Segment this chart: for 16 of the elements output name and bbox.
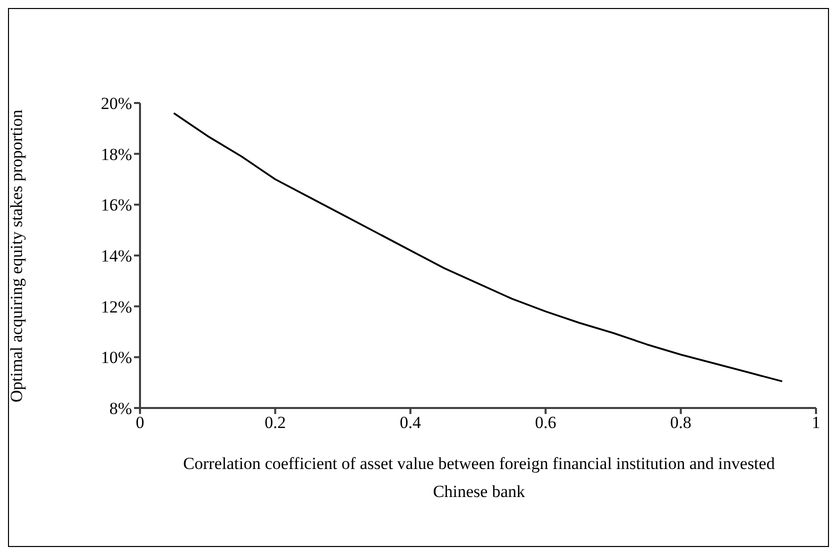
x-tick-label: 1 [812,413,820,432]
y-tick-label: 14% [100,246,132,266]
y-tick-label: 10% [100,348,132,368]
x-tick-label: 0.2 [264,413,286,432]
y-tick-label: 16% [100,196,132,215]
y-tick-label: 18% [100,144,132,164]
x-axis-title: Correlation coefficient of asset value between foreign financial institution and invested Chinese bank [182,453,776,503]
y-tick-label: 8% [109,399,132,418]
y-tick-label: 20% [100,94,132,114]
x-tick-label: 0.6 [534,413,556,432]
line-series [172,112,784,382]
y-tick-label: 12% [100,297,132,316]
y-axis-title: Optimal acquiring equity stakes proportion [7,108,27,404]
x-tick-label: 0 [136,413,144,432]
x-tick-label: 0.4 [400,413,422,432]
x-tick-label: 0.8 [670,413,692,432]
